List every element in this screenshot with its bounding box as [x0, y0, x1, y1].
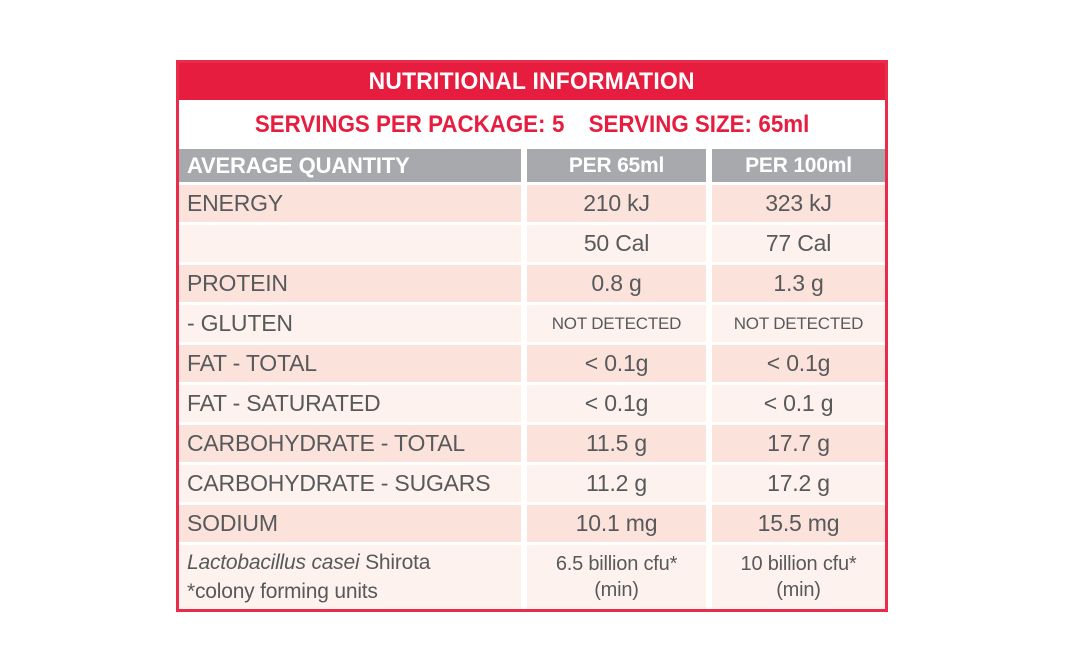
table-title-band: NUTRITIONAL INFORMATION: [179, 63, 885, 100]
row-label-lactobacillus-casei: Lactobacillus casei Shirota *colony formi…: [179, 545, 521, 609]
value-cell-per-100ml-gluten: NOT DETECTED: [712, 305, 885, 342]
row-label-carbohydrate-total: CARBOHYDRATE - TOTAL: [179, 425, 521, 462]
value-cell-per-65ml-fat-saturated: < 0.1g: [527, 385, 706, 422]
row-label-protein: PROTEIN: [179, 265, 521, 302]
nutrition-grid: AVERAGE QUANTITY PER 65ml PER 100ml ENERGY 2…: [179, 149, 885, 609]
row-label-fat-saturated: FAT - SATURATED: [179, 385, 521, 422]
value-cell-per-100ml-fat-total: < 0.1g: [712, 345, 885, 382]
value-cell-per-65ml-sodium: 10.1 mg: [527, 505, 706, 542]
value-cell-per-65ml-lactobacillus-casei: 6.5 billion cfu* (min): [527, 545, 706, 609]
servings-per-package-value: 5: [551, 110, 565, 138]
value-cell-per-100ml-empty: 77 Cal: [712, 225, 885, 262]
row-label-fat-total: FAT - TOTAL: [179, 345, 521, 382]
value-cell-per-100ml-lactobacillus-casei: 10 billion cfu* (min): [712, 545, 885, 609]
value-cell-per-100ml-protein: 1.3 g: [712, 265, 885, 302]
value-cell-per-65ml-energy: 210 kJ: [527, 185, 706, 222]
value-cell-per-100ml-energy: 323 kJ: [712, 185, 885, 222]
row-label-sodium: SODIUM: [179, 505, 521, 542]
row-label-gluten: - GLUTEN: [179, 305, 521, 342]
column-header-per-65ml: PER 65ml: [527, 149, 706, 182]
serving-size-label: SERVING SIZE:: [588, 110, 752, 138]
value-cell-per-100ml-carbohydrate-total: 17.7 g: [712, 425, 885, 462]
nutrition-table: NUTRITIONAL INFORMATION SERVINGS PER PAC…: [176, 60, 888, 612]
value-cell-per-65ml-carbohydrate-sugars: 11.2 g: [527, 465, 706, 502]
value-cell-per-65ml-empty: 50 Cal: [527, 225, 706, 262]
table-title: NUTRITIONAL INFORMATION: [368, 67, 696, 95]
row-label-energy: ENERGY: [179, 185, 521, 222]
row-label-carbohydrate-sugars: CARBOHYDRATE - SUGARS: [179, 465, 521, 502]
servings-line: SERVINGS PER PACKAGE: 5 SERVING SIZE: 65ml: [255, 111, 809, 139]
value-cell-per-100ml-fat-saturated: < 0.1 g: [712, 385, 885, 422]
value-cell-per-65ml-carbohydrate-total: 11.5 g: [527, 425, 706, 462]
column-header-per-100ml: PER 100ml: [712, 149, 885, 182]
row-label-empty: [179, 225, 521, 262]
value-cell-per-65ml-fat-total: < 0.1g: [527, 345, 706, 382]
servings-per-package-label: SERVINGS PER PACKAGE:: [254, 110, 546, 138]
value-cell-per-100ml-sodium: 15.5 mg: [712, 505, 885, 542]
value-cell-per-65ml-gluten: NOT DETECTED: [527, 305, 706, 342]
column-header-average-quantity: AVERAGE QUANTITY: [179, 149, 521, 182]
value-cell-per-100ml-carbohydrate-sugars: 17.2 g: [712, 465, 885, 502]
serving-size-value: 65ml: [758, 110, 810, 138]
servings-band: SERVINGS PER PACKAGE: 5 SERVING SIZE: 65ml: [179, 100, 885, 149]
value-cell-per-65ml-protein: 0.8 g: [527, 265, 706, 302]
